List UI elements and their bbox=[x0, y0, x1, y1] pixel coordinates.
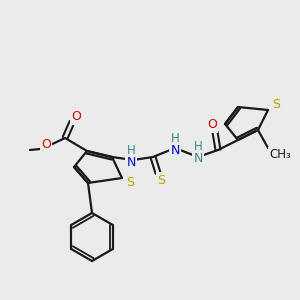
Text: H: H bbox=[194, 140, 202, 154]
Text: N: N bbox=[126, 155, 136, 169]
Text: H: H bbox=[171, 131, 179, 145]
Text: O: O bbox=[71, 110, 81, 124]
Text: S: S bbox=[272, 98, 280, 112]
Text: S: S bbox=[157, 173, 165, 187]
Text: H: H bbox=[127, 143, 135, 157]
Text: O: O bbox=[207, 118, 217, 131]
Text: N: N bbox=[170, 143, 180, 157]
Text: S: S bbox=[126, 176, 134, 190]
Text: CH₃: CH₃ bbox=[269, 148, 291, 161]
Text: N: N bbox=[193, 152, 203, 166]
Text: O: O bbox=[41, 139, 51, 152]
